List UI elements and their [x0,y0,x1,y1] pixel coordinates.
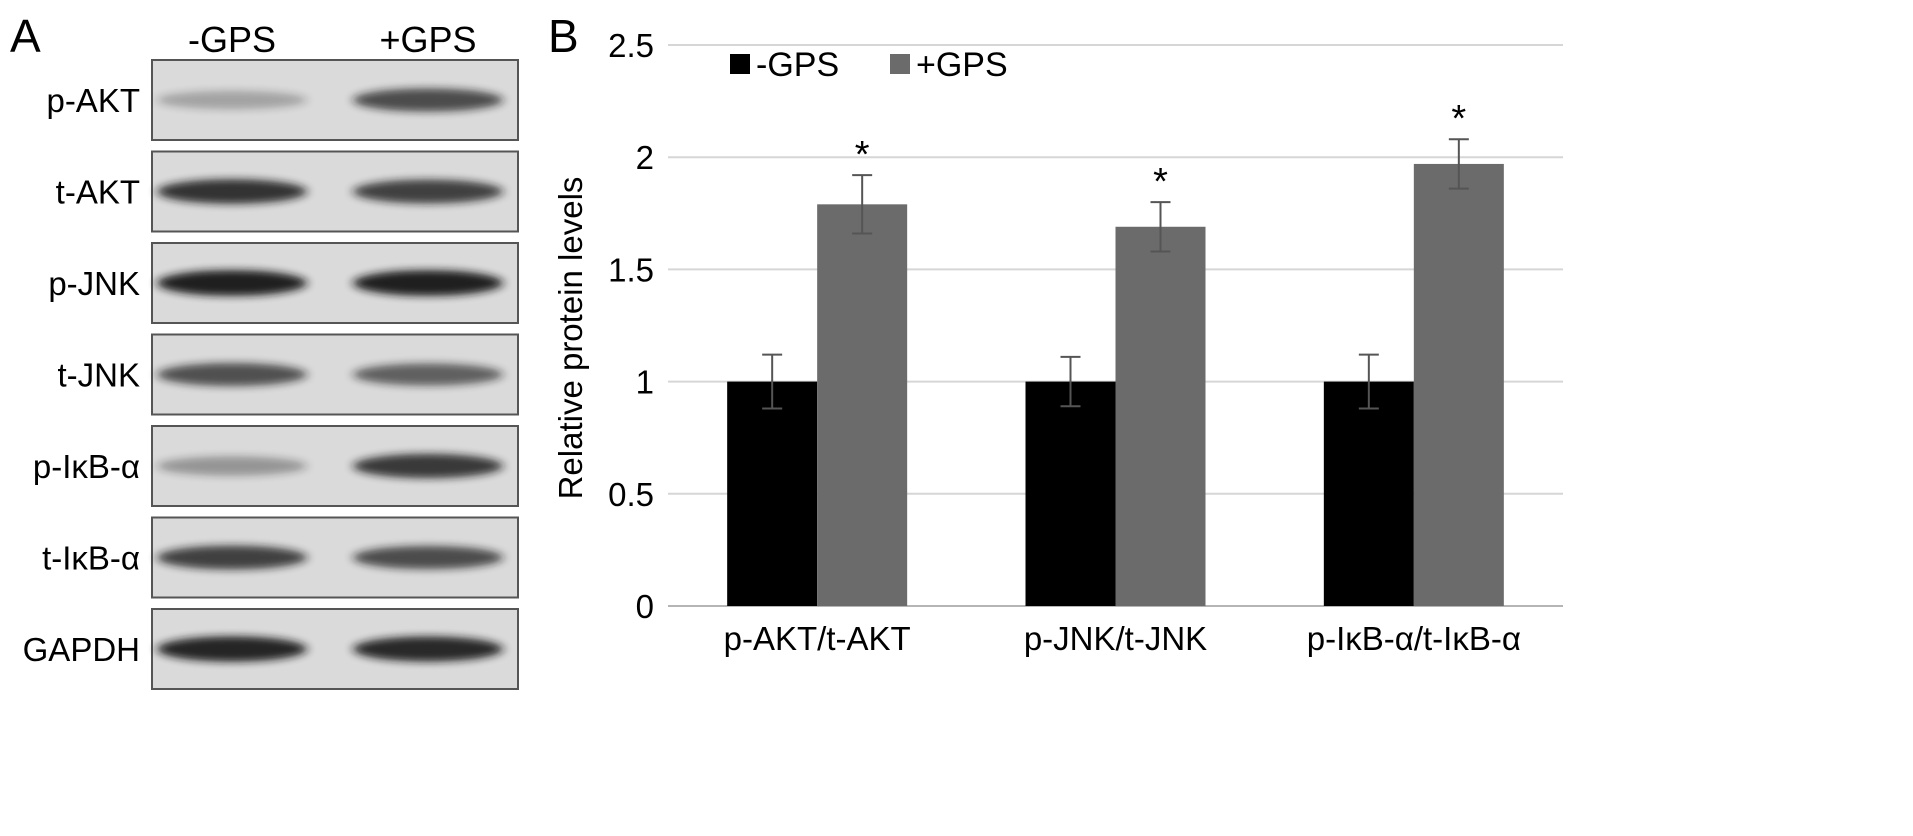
blot-row-6: t-IκB-α [42,516,519,599]
blot-label: GAPDH [23,631,140,668]
blot-row-1: p-AKT [46,59,519,141]
x-tick-labels: p-AKT/t-AKT p-JNK/t-JNK p-IκB-α/t-IκB-α [724,620,1521,657]
bar-chart-panel: B Relative protein levels 0 0.5 1 1.5 2 2.5 *… [548,10,1563,657]
bar-minus-gps-2 [1025,381,1116,606]
blot-band [157,270,307,296]
blot-row-7: GAPDH [23,608,519,690]
blot-band [157,456,307,476]
blot-row-3: p-JNK [48,242,519,324]
legend-label: -GPS [756,46,839,84]
significance-marker: * [1153,161,1168,203]
error-bar [1448,138,1469,190]
error-bar [762,353,783,410]
y-tick-label: 1 [636,364,654,401]
bar-plus-gps-3 [1413,163,1504,606]
significance-marker: * [1451,98,1466,140]
x-tick-label: p-IκB-α/t-IκB-α [1307,620,1521,657]
blot-band [353,270,503,296]
blot-band [353,636,503,662]
blot-band [157,636,307,662]
blot-band [157,179,307,204]
significance-marker: * [855,134,870,176]
legend-label: +GPS [916,46,1008,84]
blot-label: p-AKT [46,82,140,119]
blot-row-4: t-JNK [58,333,519,416]
blot-strips: p-AKT t-AKT p-JNK t-JNK p-IκB-α t-IκB-α GAPDH [23,59,519,690]
bar-minus-gps-3 [1323,381,1414,606]
bars: * * * [727,98,1504,606]
blot-band [353,453,503,479]
y-tick-label: 0 [636,588,654,625]
blot-label: p-JNK [48,265,140,302]
panel-b-label: B [548,10,579,62]
error-bar [1150,201,1171,253]
y-axis-label: Relative protein levels [552,177,589,500]
blot-band [353,88,503,112]
bar-plus-gps-2 [1115,226,1206,606]
error-bar [852,174,873,235]
bar-plus-gps-1 [817,204,908,606]
blot-row-2: t-AKT [56,150,519,233]
blot-label: t-JNK [58,357,141,394]
error-bar [1060,355,1081,408]
blot-band [157,90,307,110]
blot-band [353,363,503,386]
lane-label-plus-gps: +GPS [379,19,476,60]
panel-a-label: A [10,10,41,62]
blot-label: p-IκB-α [33,448,140,485]
western-blot-panel: A -GPS +GPS p-AKT t-AKT p-JNK t-JNK p-IκB-α t… [10,10,519,690]
bar-minus-gps-1 [727,381,818,606]
legend: -GPS +GPS [730,46,1008,84]
error-bar [1358,353,1379,410]
y-tick-label: 1.5 [608,251,654,288]
y-tick-labels: 0 0.5 1 1.5 2 2.5 [608,27,654,625]
blot-label: t-IκB-α [42,540,140,577]
blot-label: t-AKT [56,174,140,211]
x-tick-label: p-JNK/t-JNK [1024,620,1207,657]
blot-band [157,545,307,570]
y-tick-label: 2.5 [608,27,654,64]
blot-row-5: p-IκB-α [33,425,519,507]
blot-band [353,545,503,570]
y-tick-label: 0.5 [608,476,654,513]
legend-swatch [730,54,750,74]
blot-band [353,179,503,204]
x-tick-label: p-AKT/t-AKT [724,620,911,657]
blot-band [157,362,307,387]
lane-label-minus-gps: -GPS [188,19,276,60]
legend-swatch [890,54,910,74]
y-tick-label: 2 [636,139,654,176]
